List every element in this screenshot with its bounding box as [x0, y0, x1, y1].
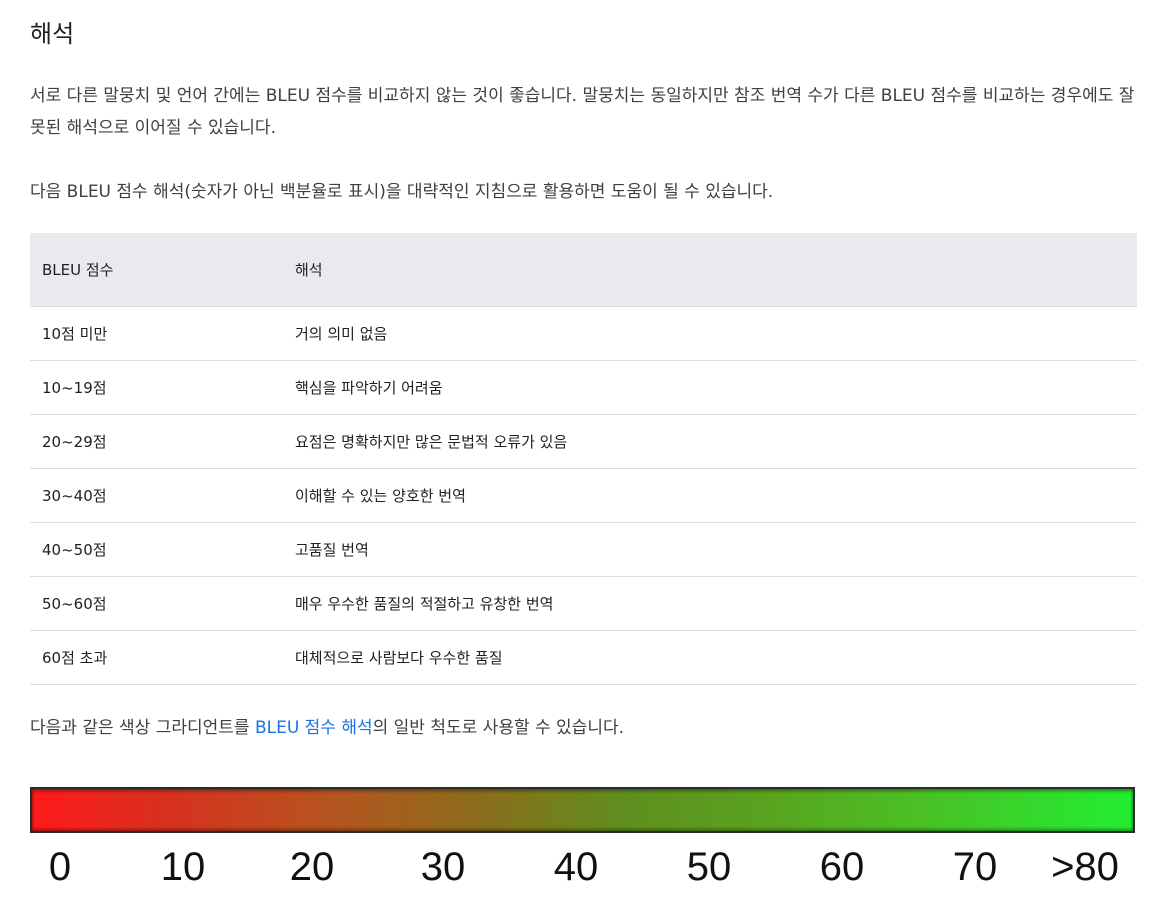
- scale-label-50: 50: [686, 845, 732, 889]
- scale-label-80-plus: >80: [1051, 845, 1119, 889]
- interpretation-cell: 이해할 수 있는 양호한 번역: [283, 468, 1137, 523]
- gradient-text-after: 의 일반 척도로 사용할 수 있습니다.: [372, 718, 625, 738]
- table-row: 50~60점 매우 우수한 품질의 적절하고 유창한 번역: [30, 576, 1137, 631]
- score-cell: 10점 미만: [30, 306, 283, 361]
- table-row: 20~29점 요점은 명확하지만 많은 문법적 오류가 있음: [30, 414, 1137, 469]
- table-row: 10~19점 핵심을 파악하기 어려움: [30, 360, 1137, 415]
- guideline-paragraph: 다음 BLEU 점수 해석(숫자가 아닌 백분율로 표시)을 대략적인 지침으로…: [30, 182, 774, 202]
- table-row: 30~40점 이해할 수 있는 양호한 번역: [30, 468, 1137, 523]
- scale-label-60: 60: [819, 845, 865, 889]
- score-cell: 60점 초과: [30, 630, 283, 685]
- score-cell: 20~29점: [30, 414, 283, 469]
- section-heading: 해석: [30, 20, 75, 48]
- bleu-color-gradient-bar: [30, 787, 1135, 833]
- interpretation-cell: 대체적으로 사람보다 우수한 품질: [283, 630, 1137, 685]
- score-cell: 30~40점: [30, 468, 283, 523]
- scale-label-10: 10: [160, 845, 206, 889]
- scale-label-20: 20: [289, 845, 335, 889]
- interpretation-cell: 핵심을 파악하기 어려움: [283, 360, 1137, 415]
- scale-label-70: 70: [952, 845, 998, 889]
- scale-label-40: 40: [553, 845, 599, 889]
- score-cell: 10~19점: [30, 360, 283, 415]
- interpretation-cell: 매우 우수한 품질의 적절하고 유창한 번역: [283, 576, 1137, 631]
- table-header-row: BLEU 점수 해석: [30, 233, 1137, 307]
- score-cell: 50~60점: [30, 576, 283, 631]
- column-header-interpretation: 해석: [283, 233, 1137, 307]
- gradient-description: 다음과 같은 색상 그라디언트를 BLEU 점수 해석의 일반 척도로 사용할 …: [30, 712, 1135, 744]
- interpretation-cell: 거의 의미 없음: [283, 306, 1137, 361]
- bleu-interpretation-link[interactable]: BLEU 점수 해석: [254, 718, 373, 738]
- scale-label-0: 0: [48, 845, 72, 889]
- intro-paragraph: 서로 다른 말뭉치 및 언어 간에는 BLEU 점수를 비교하지 않는 것이 좋…: [30, 86, 1135, 138]
- interpretation-cell: 요점은 명확하지만 많은 문법적 오류가 있음: [283, 414, 1137, 469]
- column-header-score: BLEU 점수: [30, 233, 283, 307]
- table-row: 60점 초과 대체적으로 사람보다 우수한 품질: [30, 630, 1137, 685]
- scale-label-30: 30: [420, 845, 466, 889]
- interpretation-cell: 고품질 번역: [283, 522, 1137, 577]
- bleu-interpretation-table: BLEU 점수 해석 10점 미만 거의 의미 없음 10~19점 핵심을 파악…: [30, 233, 1137, 685]
- table-row: 40~50점 고품질 번역: [30, 522, 1137, 577]
- table-row: 10점 미만 거의 의미 없음: [30, 306, 1137, 361]
- score-cell: 40~50점: [30, 522, 283, 577]
- gradient-text-before: 다음과 같은 색상 그라디언트를: [30, 718, 255, 738]
